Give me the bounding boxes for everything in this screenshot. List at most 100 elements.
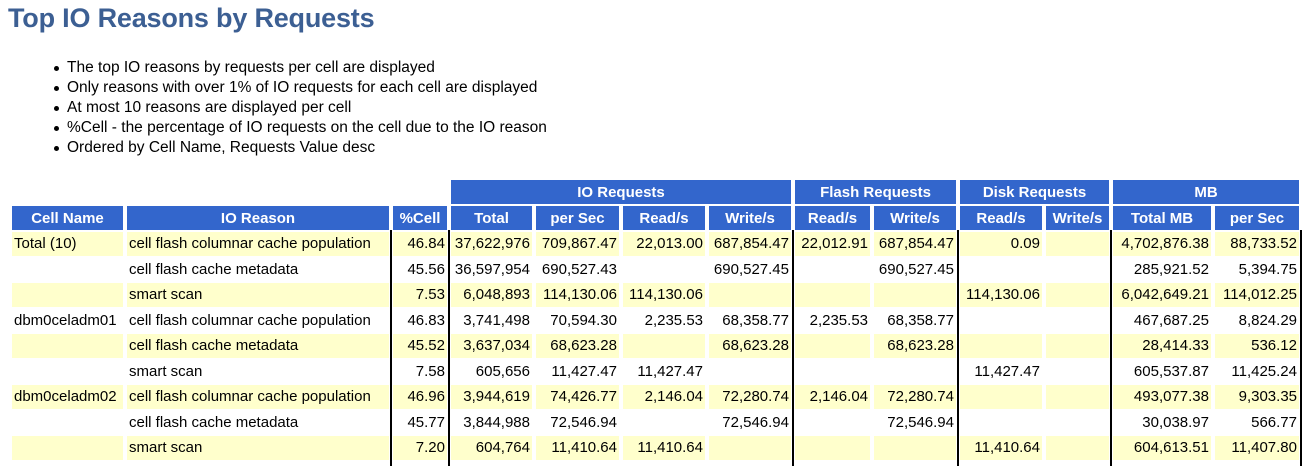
table-row: dbm0celadm02 cell flash columnar cache po… xyxy=(12,385,1299,409)
cell-flash-write-s: 72,546.94 xyxy=(887,413,954,431)
col-header-disk-write-s: Write/s xyxy=(1046,206,1109,230)
table-row: cell flash cache metadata 45.52 3,637,034 6… xyxy=(12,334,1299,358)
cell-mb-per-sec: 536.12 xyxy=(1215,334,1299,358)
cell-io-read-s: 2,146.04 xyxy=(623,385,705,409)
cell-io-write-s xyxy=(709,436,791,460)
page-title: Top IO Reasons by Requests xyxy=(8,3,375,33)
column-separator xyxy=(792,230,794,466)
cell-flash-read-s: 2,146.04 xyxy=(795,385,870,409)
cell-pct-cell: 46.96 xyxy=(393,385,447,409)
cell-disk-read-s xyxy=(960,309,1042,333)
cell-disk-write-s xyxy=(1046,309,1109,333)
group-header-io-requests: IO Requests xyxy=(451,180,791,204)
cell-io-total: 604,764 xyxy=(451,436,532,460)
note-item: The top IO reasons by requests per cell … xyxy=(48,58,547,78)
cell-disk-write-s xyxy=(1046,258,1109,282)
cell-pct-cell: 45.56 xyxy=(407,260,445,278)
cell-pct-cell: 7.53 xyxy=(393,283,447,307)
cell-flash-read-s xyxy=(795,360,870,384)
cell-io-reason: smart scan xyxy=(127,283,389,307)
cell-io-per-sec: 709,867.47 xyxy=(536,232,619,256)
cell-pct-cell: 45.77 xyxy=(407,413,445,431)
cell-io-per-sec: 74,426.77 xyxy=(536,385,619,409)
group-header-row: IO Requests Flash Requests Disk Requests… xyxy=(12,180,1299,204)
cell-mb-per-sec: 88,733.52 xyxy=(1215,232,1299,256)
cell-total-mb: 30,038.97 xyxy=(1142,413,1209,431)
cell-io-total: 6,048,893 xyxy=(451,283,532,307)
column-separator xyxy=(448,230,450,466)
cell-flash-read-s xyxy=(795,411,870,435)
cell-cell-name: dbm0celadm02 xyxy=(12,385,123,409)
cell-flash-write-s xyxy=(874,436,956,460)
cell-total-mb: 493,077.38 xyxy=(1113,385,1211,409)
cell-mb-per-sec: 8,824.29 xyxy=(1238,311,1297,329)
cell-pct-cell: 7.58 xyxy=(415,362,445,380)
col-header-io-per-sec: per Sec xyxy=(536,206,619,230)
table-body: Total (10) cell flash columnar cache popu… xyxy=(12,232,1299,460)
cell-disk-read-s: 0.09 xyxy=(960,232,1042,256)
cell-mb-per-sec: 5,394.75 xyxy=(1238,260,1297,278)
cell-io-read-s: 11,427.47 xyxy=(637,362,703,380)
cell-pct-cell: 46.83 xyxy=(407,311,445,329)
notes-list: The top IO reasons by requests per cell … xyxy=(48,58,547,158)
cell-disk-read-s: 11,410.64 xyxy=(960,436,1042,460)
col-header-io-total: Total xyxy=(451,206,532,230)
cell-io-read-s xyxy=(623,334,705,358)
cell-disk-write-s xyxy=(1046,334,1109,358)
cell-mb-per-sec: 11,407.80 xyxy=(1215,436,1299,460)
cell-io-reason: cell flash cache metadata xyxy=(129,260,299,278)
cell-io-write-s: 72,546.94 xyxy=(722,413,789,431)
cell-total-mb: 4,702,876.38 xyxy=(1113,232,1211,256)
cell-disk-write-s xyxy=(1046,385,1109,409)
cell-disk-read-s xyxy=(960,411,1042,435)
table-row: cell flash cache metadata 45.56 36,597,954… xyxy=(12,258,1299,282)
cell-io-per-sec: 114,130.06 xyxy=(536,283,619,307)
cell-io-per-sec: 690,527.43 xyxy=(541,260,617,278)
cell-total-mb: 6,042,649.21 xyxy=(1113,283,1211,307)
cell-io-read-s xyxy=(623,258,705,282)
cell-flash-write-s: 68,623.28 xyxy=(874,334,956,358)
column-separator xyxy=(390,230,392,466)
cell-io-total: 3,944,619 xyxy=(451,385,532,409)
table-row: smart scan 7.20 604,764 11,410.64 11,410.64 1… xyxy=(12,436,1299,460)
cell-total-mb: 285,921.52 xyxy=(1133,260,1209,278)
cell-io-reason: smart scan xyxy=(129,362,203,380)
col-header-disk-read-s: Read/s xyxy=(960,206,1042,230)
cell-io-write-s: 690,527.45 xyxy=(713,260,789,278)
cell-io-total: 37,622,976 xyxy=(451,232,532,256)
col-header-io-write-s: Write/s xyxy=(709,206,791,230)
group-header-flash-requests: Flash Requests xyxy=(795,180,956,204)
cell-io-total: 3,637,034 xyxy=(451,334,532,358)
cell-io-reason: smart scan xyxy=(127,436,389,460)
cell-io-total: 3,844,988 xyxy=(463,413,530,431)
cell-cell-name: Total (10) xyxy=(12,232,123,256)
column-separator xyxy=(1300,230,1302,466)
cell-io-total: 36,597,954 xyxy=(454,260,530,278)
cell-total-mb: 605,537.87 xyxy=(1133,362,1209,380)
cell-disk-write-s xyxy=(1046,283,1109,307)
cell-io-write-s: 68,358.77 xyxy=(722,311,789,329)
cell-disk-read-s xyxy=(960,334,1042,358)
cell-flash-write-s xyxy=(874,360,956,384)
cell-total-mb: 28,414.33 xyxy=(1113,334,1211,358)
cell-io-per-sec: 68,623.28 xyxy=(536,334,619,358)
cell-io-write-s: 68,623.28 xyxy=(709,334,791,358)
cell-io-read-s xyxy=(623,411,705,435)
cell-flash-write-s: 72,280.74 xyxy=(874,385,956,409)
cell-disk-write-s xyxy=(1046,232,1109,256)
cell-flash-read-s xyxy=(795,436,870,460)
cell-io-write-s: 72,280.74 xyxy=(709,385,791,409)
cell-disk-write-s xyxy=(1046,436,1109,460)
cell-pct-cell: 7.20 xyxy=(393,436,447,460)
group-header-disk-requests: Disk Requests xyxy=(960,180,1109,204)
cell-pct-cell: 46.84 xyxy=(393,232,447,256)
cell-cell-name xyxy=(12,258,123,282)
cell-disk-read-s xyxy=(960,258,1042,282)
col-header-pct-cell: %Cell xyxy=(393,206,447,230)
table-row: dbm0celadm01 cell flash columnar cache po… xyxy=(12,309,1299,333)
cell-flash-write-s: 687,854.47 xyxy=(874,232,956,256)
cell-io-read-s: 114,130.06 xyxy=(623,283,705,307)
col-header-io-read-s: Read/s xyxy=(623,206,705,230)
cell-flash-write-s: 690,527.45 xyxy=(878,260,954,278)
cell-io-reason: cell flash cache metadata xyxy=(127,334,389,358)
